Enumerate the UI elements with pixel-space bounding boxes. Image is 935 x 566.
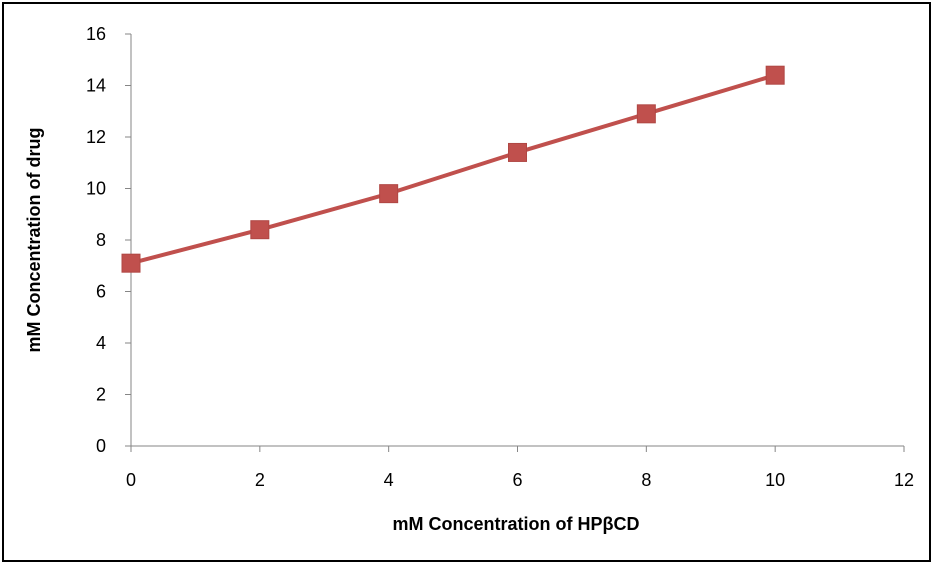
data-point-marker <box>508 142 527 162</box>
x-tick-label: 8 <box>641 470 651 490</box>
x-tick-label: 10 <box>765 470 785 490</box>
data-point-marker <box>379 184 399 204</box>
x-tick-label: 6 <box>512 470 522 490</box>
data-point-marker <box>250 220 270 240</box>
series-line <box>130 73 776 266</box>
y-tick-label: 6 <box>96 282 106 302</box>
y-tick-label: 2 <box>96 385 106 405</box>
axes <box>125 33 905 452</box>
y-tick-label: 10 <box>86 179 106 199</box>
y-tick-label: 12 <box>86 127 106 147</box>
x-tick-label: 12 <box>894 470 914 490</box>
y-tick-label: 4 <box>96 333 106 353</box>
y-tick-label: 14 <box>86 76 106 96</box>
data-point-marker <box>121 253 141 273</box>
y-tick-labels: 0 2 4 6 8 10 12 14 16 <box>86 24 106 456</box>
y-tick-label: 0 <box>96 436 106 456</box>
series-group <box>121 65 785 273</box>
y-tick-label: 16 <box>86 24 106 44</box>
y-tick-label: 8 <box>96 230 106 250</box>
x-tick-label: 2 <box>255 470 265 490</box>
y-axis-title: mM Concentration of drug <box>24 128 44 353</box>
x-tick-label: 0 <box>126 470 136 490</box>
x-tick-labels: 0 2 4 6 8 10 12 <box>126 470 914 490</box>
data-point-marker <box>636 104 656 124</box>
x-tick-label: 4 <box>384 470 394 490</box>
x-axis-title: mM Concentration of HPβCD <box>393 514 640 534</box>
data-point-marker <box>765 65 785 85</box>
